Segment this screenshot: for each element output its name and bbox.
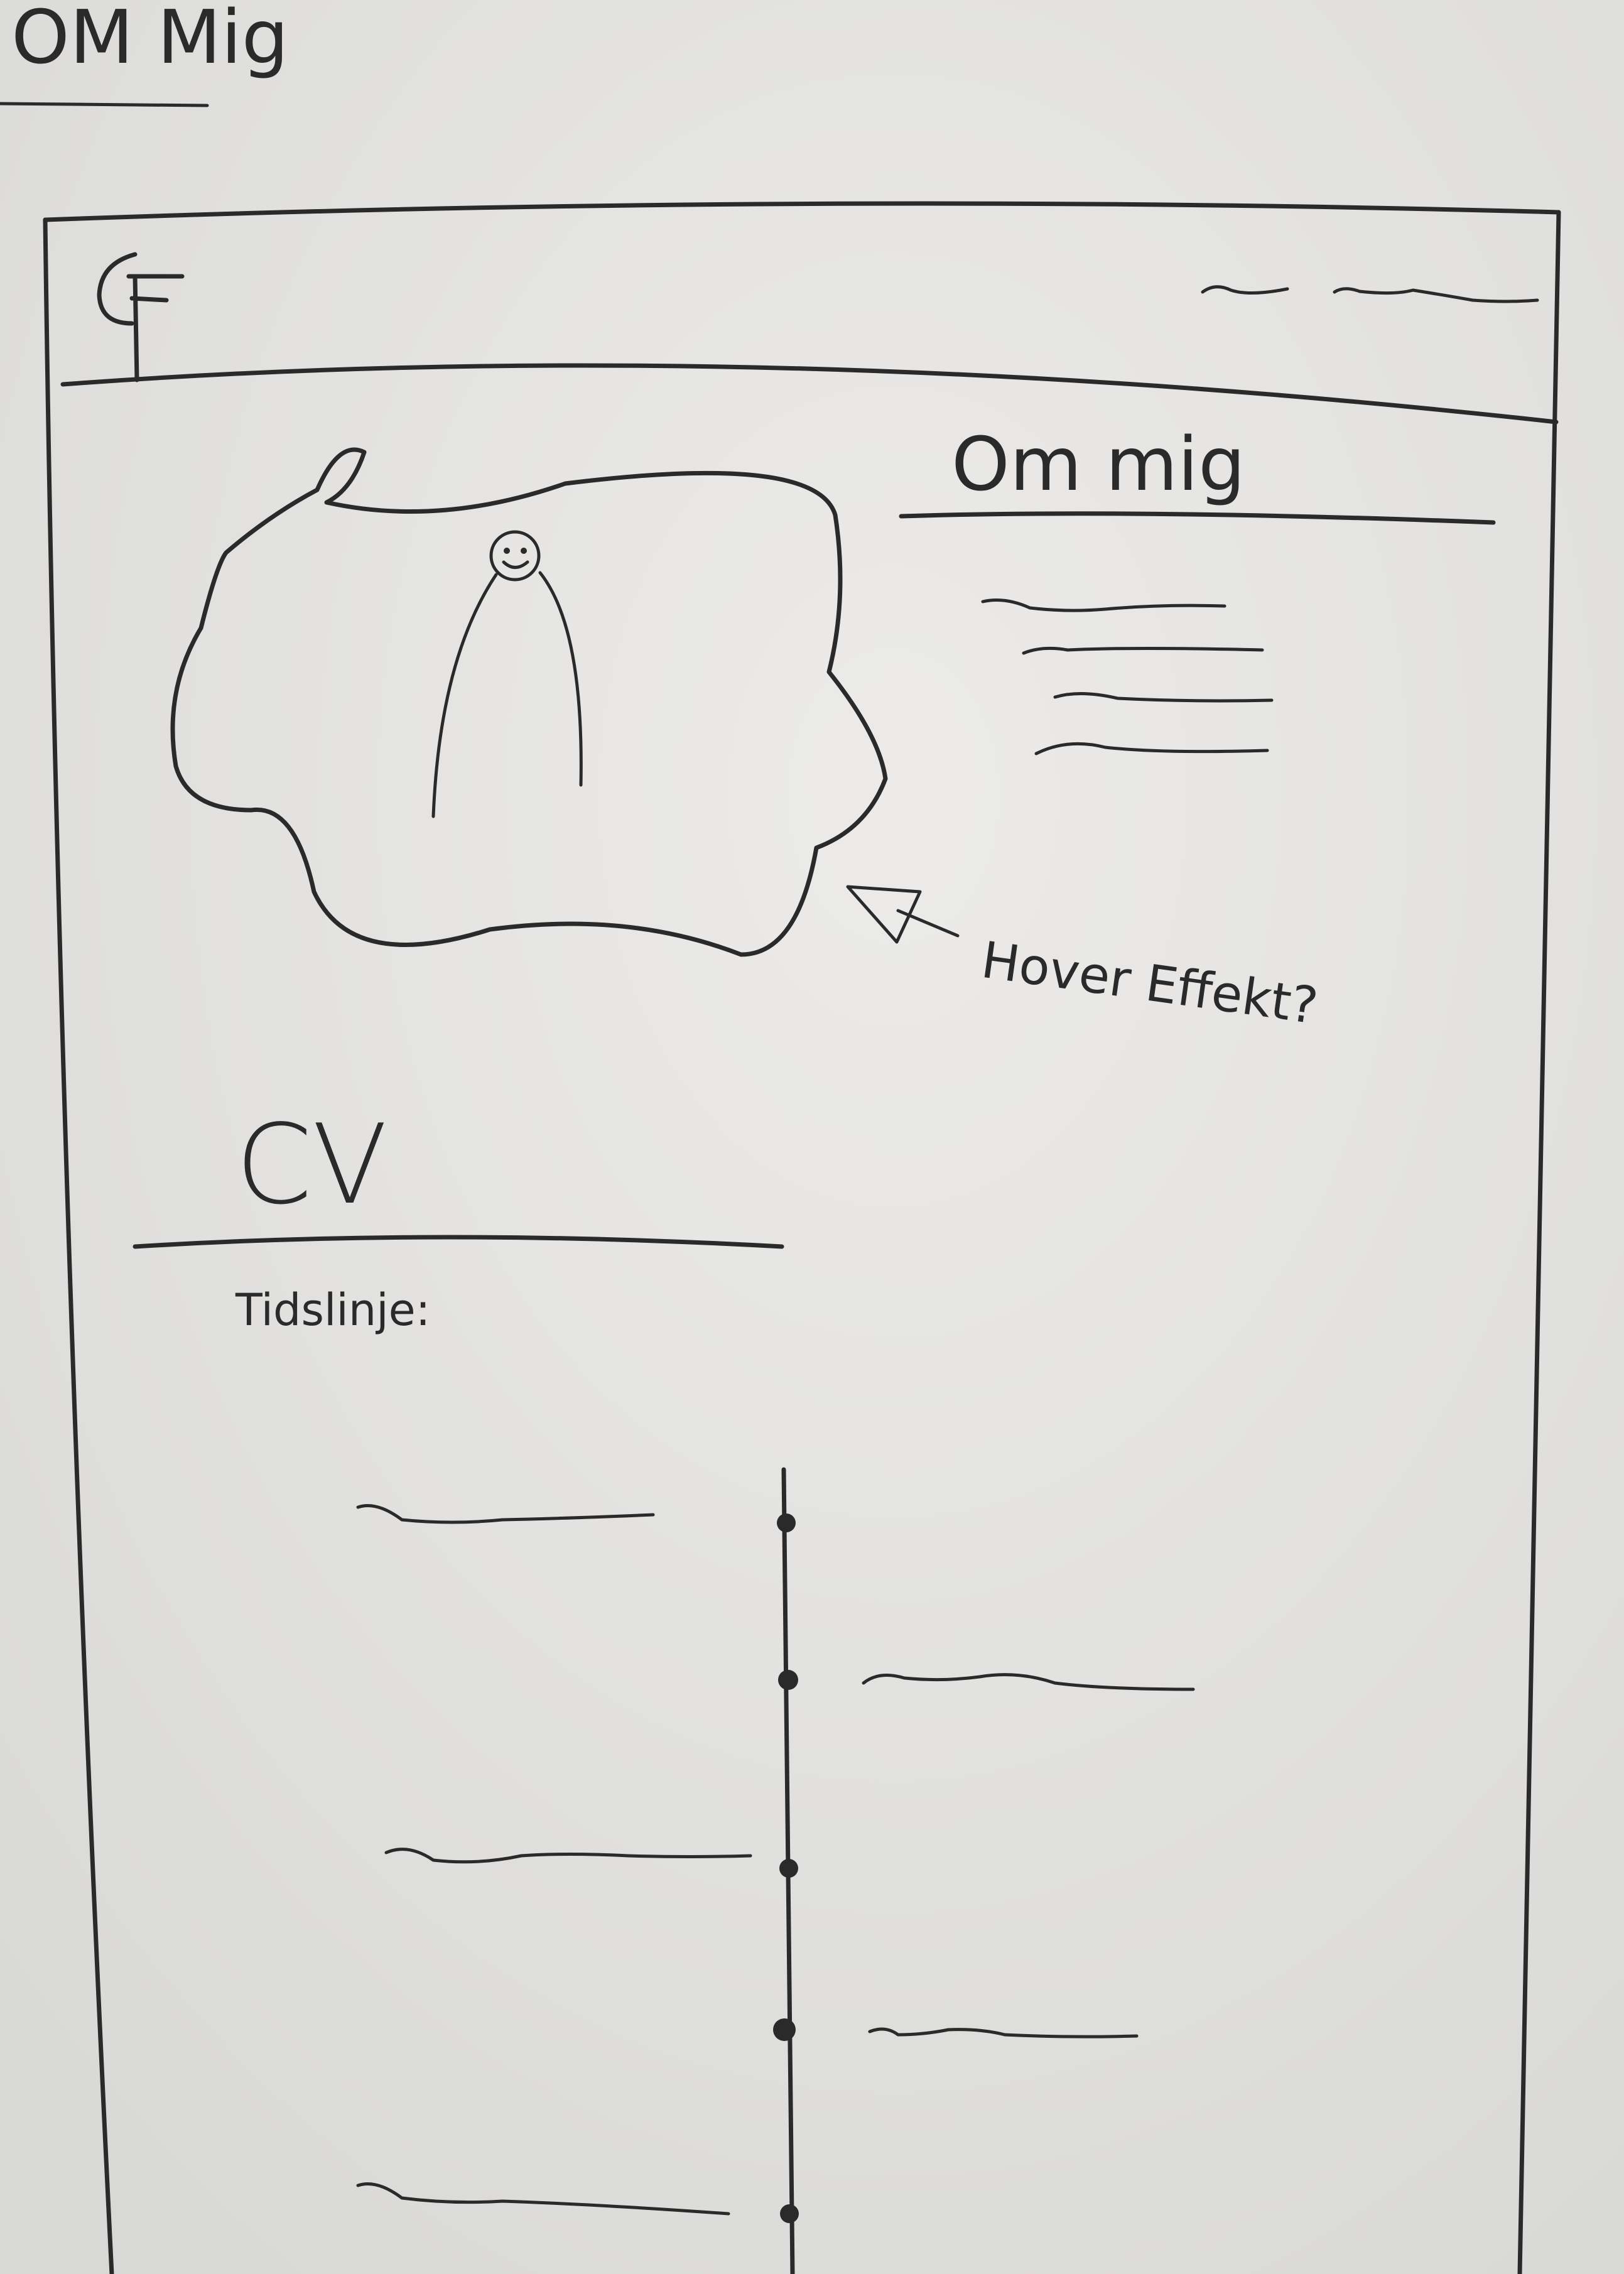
timeline-entry-2 — [862, 1673, 1195, 1691]
header-nav — [1201, 285, 1539, 303]
timeline-point-5[interactable] — [780, 2204, 799, 2223]
annotation-arrow-shaft — [896, 909, 960, 938]
logo-f-stroke — [126, 274, 185, 382]
stick-figure-head — [489, 530, 541, 582]
stick-figure-eye-left — [504, 548, 510, 554]
stick-figure-smile — [502, 560, 529, 569]
nav-item-1[interactable] — [1201, 285, 1289, 295]
page-title-underline — [0, 102, 209, 107]
about-text — [981, 598, 1274, 755]
header-divider — [60, 363, 1559, 425]
logo-c-stroke — [97, 252, 138, 326]
about-text-line-1 — [981, 598, 1226, 612]
timeline — [356, 1467, 1195, 2274]
stick-figure-right-side — [538, 571, 583, 787]
timeline-point-1[interactable] — [777, 1513, 796, 1532]
about-text-line-3 — [1053, 691, 1274, 703]
nav-item-2[interactable] — [1333, 287, 1539, 303]
stick-figure-left-side — [431, 573, 498, 818]
page-title: OM Mig — [11, 0, 289, 80]
timeline-entry-1 — [356, 1504, 655, 1524]
about-text-line-2 — [1022, 646, 1264, 655]
timeline-point-3[interactable] — [779, 1859, 798, 1878]
header-bar — [60, 363, 1559, 425]
annotation-arrow-head — [846, 885, 922, 944]
timeline-entry-5 — [356, 2182, 730, 2216]
profile-image-blob — [170, 447, 888, 957]
cv-heading: CV — [235, 1102, 387, 1229]
about-text-line-4 — [1034, 742, 1269, 755]
timeline-entry-3 — [384, 1848, 752, 1864]
timeline-entry-4 — [868, 2027, 1139, 2038]
timeline-label: Tidslinje: — [235, 1284, 430, 1336]
logo[interactable]: CF — [0, 0, 185, 382]
profile-image[interactable] — [170, 447, 888, 957]
cv-heading-underline — [133, 1235, 784, 1249]
about-heading-underline — [899, 511, 1496, 525]
timeline-point-4[interactable] — [773, 2018, 796, 2041]
timeline-point-2[interactable] — [778, 1670, 798, 1690]
stick-figure-eye-right — [521, 548, 527, 554]
about-heading: Om mig — [951, 421, 1245, 507]
page-frame — [43, 201, 1561, 2274]
